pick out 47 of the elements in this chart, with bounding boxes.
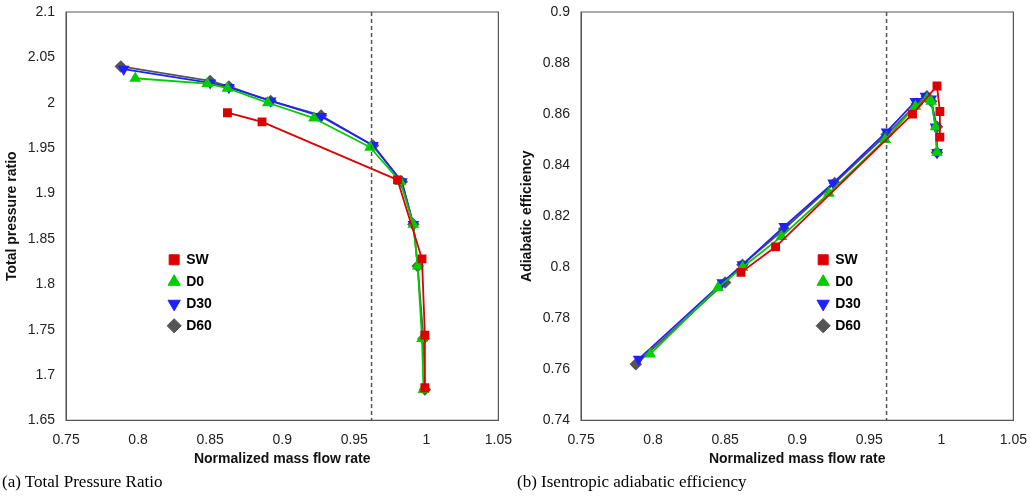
x-axis-title: Normalized mass flow rate: [193, 450, 371, 467]
y-tick-label: 1.8: [35, 275, 56, 292]
x-tick-label: 1.05: [999, 430, 1028, 447]
y-tick-label: 1.85: [27, 229, 56, 246]
y-axis-title: Total pressure ratio: [3, 151, 20, 282]
x-tick-label: 0.75: [52, 430, 80, 447]
y-tick-label: 2.05: [27, 48, 56, 65]
legend-label: D0: [835, 272, 854, 289]
y-tick-label: 2: [47, 93, 56, 110]
x-tick-label: 0.75: [567, 430, 595, 447]
y-tick-label: 0.78: [542, 309, 571, 326]
x-tick-label: 0.85: [711, 430, 739, 447]
legend-label: SW: [835, 250, 859, 267]
text: (a) Total Pressure Ratio: [1, 472, 164, 492]
y-tick-label: 0.76: [542, 360, 571, 377]
x-tick-label: 0.85: [196, 430, 224, 447]
x-tick-label: 1.05: [484, 430, 513, 447]
x-tick-label: 0.9: [787, 430, 808, 447]
y-tick-label: 0.8: [550, 258, 571, 275]
legend-label: D30: [186, 294, 213, 311]
y-tick-label: 0.9: [550, 2, 571, 19]
x-tick-label: 1: [937, 430, 946, 447]
x-axis-title: Normalized mass flow rate: [708, 450, 886, 467]
legend-label: D30: [835, 294, 862, 311]
y-tick-label: 0.84: [542, 156, 571, 173]
x-tick-label: 0.95: [855, 430, 884, 447]
y-axis-title: Adiabatic efficiency: [518, 150, 535, 282]
y-tick-label: 0.86: [542, 104, 571, 121]
y-tick-label: 1.9: [35, 184, 56, 201]
x-tick-label: 0.8: [128, 430, 149, 447]
legend-label: SW: [186, 250, 210, 267]
legend-label: D0: [186, 272, 205, 289]
y-tick-label: 1.7: [35, 365, 56, 382]
x-tick-label: 0.9: [272, 430, 293, 447]
y-tick-label: 1.95: [27, 138, 56, 155]
y-tick-label: 1.75: [27, 320, 56, 337]
legend-label: D60: [186, 316, 213, 333]
x-tick-label: 1: [422, 430, 431, 447]
y-tick-label: 1.65: [27, 411, 56, 428]
x-tick-label: 0.8: [643, 430, 664, 447]
x-tick-label: 0.95: [340, 430, 369, 447]
text: (b) Isentropic adiabatic efficiency: [516, 472, 748, 492]
legend-label: D60: [835, 316, 862, 333]
y-tick-label: 2.1: [35, 2, 56, 19]
y-tick-label: 0.82: [542, 207, 571, 224]
y-tick-label: 0.88: [542, 53, 571, 70]
y-tick-label: 0.74: [542, 411, 571, 428]
